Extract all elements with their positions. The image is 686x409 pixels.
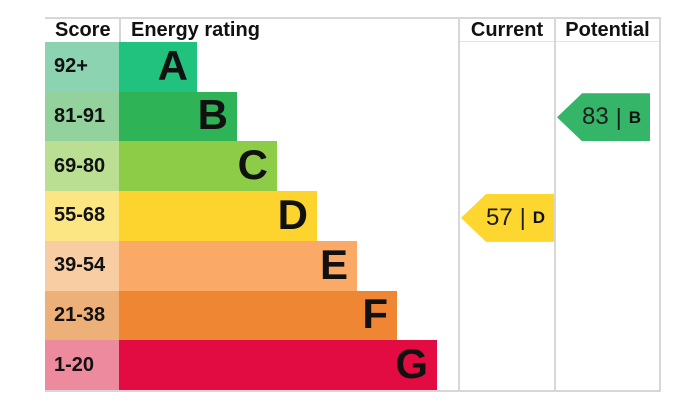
current-rating-arrow: 57 | D: [461, 193, 554, 242]
band-row-g: G: [119, 340, 458, 390]
potential-rating-separator: |: [615, 103, 622, 130]
band-letter-e: E: [319, 240, 348, 288]
band-row-d: D: [119, 191, 458, 241]
current-column: Current 57 | D: [458, 19, 556, 390]
band-row-f: F: [119, 290, 458, 341]
band-letter-a: A: [157, 41, 188, 89]
potential-rating-band: B: [628, 107, 641, 127]
band-letter-c: C: [237, 141, 268, 189]
epc-table: Score 92+ 81-91 69-80 55-68 39-54 21-38 …: [45, 17, 661, 392]
band-row-e: E: [119, 240, 458, 291]
band-bar-g: G: [119, 340, 437, 390]
current-rating-separator: |: [519, 204, 526, 231]
score-range-f: 21-38: [45, 290, 119, 341]
current-header: Current: [460, 19, 554, 42]
score-range-c: 69-80: [45, 141, 119, 191]
score-column: Score 92+ 81-91 69-80 55-68 39-54 21-38 …: [45, 19, 119, 390]
potential-column-body: 83 | B: [556, 42, 659, 390]
band-row-b: B: [119, 91, 458, 142]
band-letter-b: B: [197, 91, 228, 139]
score-range-e: 39-54: [45, 240, 119, 291]
potential-rating-value: 83: [582, 103, 609, 131]
potential-column: Potential 83 | B: [556, 19, 661, 390]
band-bar-c: C: [119, 141, 277, 191]
current-rating-value: 57: [486, 203, 513, 231]
potential-header: Potential: [556, 19, 659, 42]
band-bar-a: A: [119, 41, 197, 92]
potential-rating-arrow: 83 | B: [557, 93, 650, 142]
score-range-g: 1-20: [45, 340, 119, 390]
band-bar-e: E: [119, 240, 357, 291]
band-letter-d: D: [277, 190, 308, 238]
score-range-a: 92+: [45, 41, 119, 92]
band-bar-d: D: [119, 191, 317, 241]
current-rating-band: D: [532, 208, 545, 228]
band-row-c: C: [119, 141, 458, 191]
score-range-d: 55-68: [45, 191, 119, 241]
band-bar-b: B: [119, 91, 237, 142]
band-letter-g: G: [395, 340, 428, 388]
score-header: Score: [55, 19, 111, 42]
score-range-b: 81-91: [45, 91, 119, 142]
band-bar-f: F: [119, 290, 397, 341]
energy-rating-header: Energy rating: [119, 19, 458, 42]
energy-rating-column: Energy rating A B C D: [119, 19, 458, 390]
band-row-a: A: [119, 41, 458, 92]
band-letter-f: F: [362, 290, 388, 338]
current-column-body: 57 | D: [460, 42, 554, 390]
